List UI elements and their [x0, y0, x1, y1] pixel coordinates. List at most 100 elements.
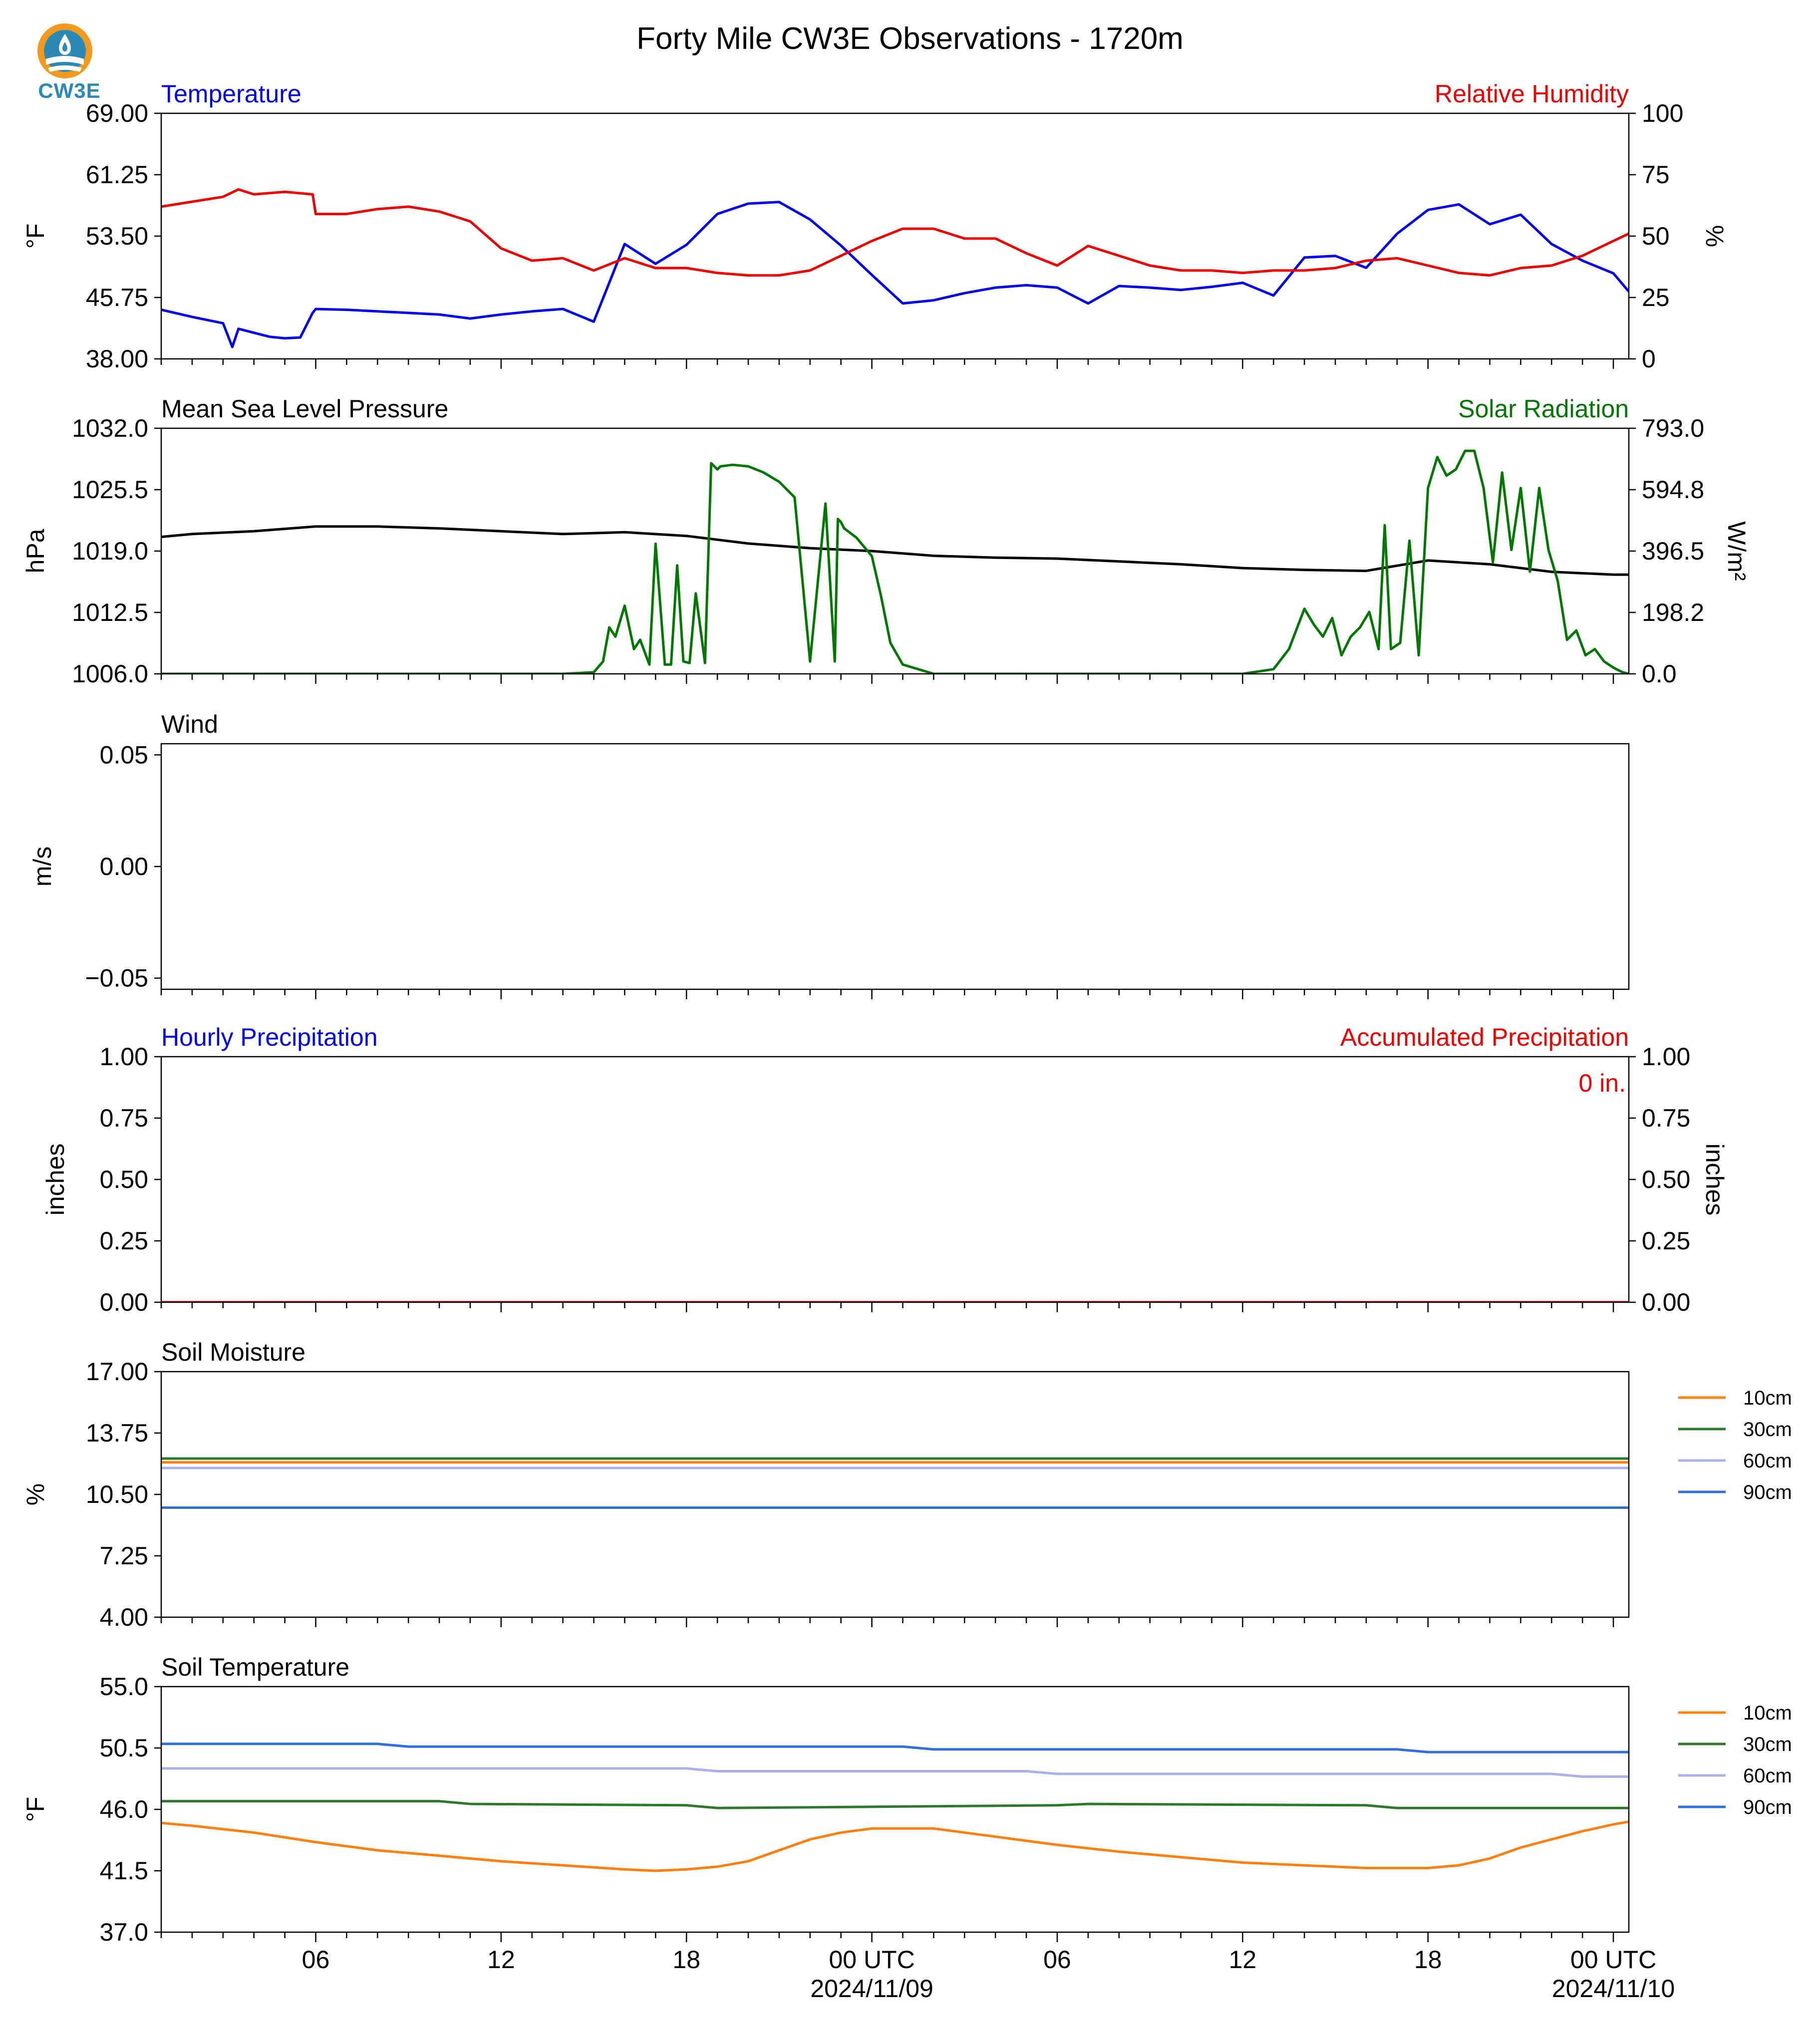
- y-tick-label-right: 594.8: [1642, 476, 1704, 504]
- y-tick-label-right: 0.75: [1642, 1104, 1690, 1132]
- y-tick-label-left: 69.00: [86, 99, 148, 127]
- y-tick-label-left: 53.50: [86, 222, 148, 250]
- y-axis-label-left: °F: [21, 1797, 49, 1822]
- y-tick-label-left: 7.25: [100, 1542, 148, 1570]
- y-axis-label-left: hPa: [21, 529, 49, 573]
- y-tick-label-right: 50: [1642, 222, 1670, 250]
- y-tick-label-left: 38.00: [86, 345, 148, 373]
- water-drop-globe-icon: [37, 23, 92, 78]
- series-line-temperature: [161, 201, 1629, 348]
- y-tick-label-left: 55.0: [100, 1673, 148, 1701]
- accumulated-annotation: 0 in.: [1578, 1069, 1626, 1097]
- y-tick-label-left: 61.25: [86, 161, 148, 189]
- x-tick-label: 12: [487, 1946, 515, 1974]
- y-tick-label-right: 793.0: [1642, 414, 1704, 442]
- y-tick-label-left: 0.25: [100, 1227, 148, 1255]
- y-tick-label-left: 17.00: [86, 1358, 148, 1386]
- plot-frame: [160, 427, 1630, 675]
- figure-title: Forty Mile CW3E Observations - 1720m: [636, 21, 1184, 56]
- y-tick-label-left: 0.75: [100, 1104, 148, 1132]
- y-tick-label-right: 0.00: [1642, 1288, 1690, 1316]
- panel-title-left: Soil Temperature: [161, 1653, 349, 1681]
- plot-frame: [160, 743, 1630, 990]
- panel-temperature_rh: Temperature Relative Humidity 69.00 61.25 53…: [21, 80, 1729, 373]
- panel-pressure_solar: Mean Sea Level Pressure Solar Radiation 10…: [21, 395, 1751, 688]
- legend-label: 10cm: [1743, 1702, 1792, 1724]
- y-tick-label-left: 46.0: [100, 1795, 148, 1823]
- y-axis-label-right: %: [1701, 225, 1729, 247]
- x-date-label: 2024/11/09: [810, 1975, 933, 2003]
- legend-label: 90cm: [1743, 1796, 1792, 1818]
- panel-title-right: Accumulated Precipitation: [1340, 1023, 1629, 1051]
- y-tick-label-left: 0.00: [100, 1288, 148, 1316]
- logo-text: CW3E: [38, 79, 101, 102]
- x-tick-label: 18: [672, 1946, 700, 1974]
- y-tick-label-left: 50.5: [100, 1734, 148, 1762]
- y-tick-label-right: 25: [1642, 284, 1670, 311]
- panel-title-left: Wind: [161, 710, 218, 738]
- y-tick-label-left: −0.05: [85, 964, 148, 992]
- x-tick-label: 06: [302, 1946, 330, 1974]
- y-tick-label-left: 1.00: [100, 1043, 148, 1071]
- legend-label: 60cm: [1743, 1450, 1792, 1472]
- y-axis-label-left: inches: [41, 1144, 69, 1216]
- y-tick-label-left: 1032.0: [72, 414, 148, 442]
- series-group: [161, 1742, 1629, 1872]
- y-tick-label-left: 0.00: [100, 853, 148, 880]
- plot-frame: [160, 1686, 1630, 1933]
- series-group: [161, 449, 1629, 674]
- panel-soil_moisture: Soil Moisture 17.00 13.75 10.50 7.25 4.00% 10c…: [21, 1338, 1792, 1631]
- cw3e-logo: [30, 20, 105, 105]
- panel-title-left: Soil Moisture: [161, 1338, 305, 1366]
- y-tick-label-left: 37.0: [100, 1918, 148, 1946]
- y-axis-label-left: °F: [21, 224, 49, 249]
- panels: Temperature Relative Humidity 69.00 61.25 53…: [21, 80, 1792, 2003]
- y-tick-label-left: 0.05: [100, 741, 148, 769]
- x-date-label: 2024/11/10: [1552, 1975, 1675, 2003]
- series-line-90cm: [161, 1742, 1629, 1753]
- legend-label: 30cm: [1743, 1419, 1792, 1441]
- panel-title-right: Relative Humidity: [1435, 80, 1629, 108]
- y-tick-label-left: 1019.0: [72, 537, 148, 565]
- plot-frame: [160, 1371, 1630, 1618]
- y-tick-label-left: 41.5: [100, 1857, 148, 1885]
- plot-frame: [160, 112, 1630, 360]
- y-tick-label-right: 0.25: [1642, 1227, 1690, 1255]
- series-line-10cm: [161, 1820, 1629, 1872]
- y-axis-label-right: W/m²: [1723, 521, 1751, 580]
- y-axis-label-left: m/s: [28, 847, 56, 887]
- panel-title-left: Hourly Precipitation: [161, 1023, 378, 1051]
- y-tick-label-left: 1025.5: [72, 476, 148, 504]
- x-tick-label: 12: [1229, 1946, 1257, 1974]
- series-line-60cm: [161, 1767, 1629, 1778]
- x-tick-label: 18: [1414, 1946, 1442, 1974]
- y-tick-label-left: 4.00: [100, 1603, 148, 1631]
- y-tick-label-left: 1006.0: [72, 660, 148, 688]
- panel-soil_temperature: Soil Temperature 55.0 50.5 46.0 41.5 37.0 °F 10…: [21, 1653, 1792, 1946]
- y-tick-label-left: 0.50: [100, 1165, 148, 1193]
- y-axis-label-right: inches: [1701, 1144, 1729, 1216]
- legend-label: 10cm: [1743, 1387, 1792, 1409]
- y-tick-label-left: 13.75: [86, 1419, 148, 1447]
- panel-wind: Wind 0.05 0.00 −0.05 m/s: [28, 710, 1630, 999]
- y-tick-label-right: 0.50: [1642, 1165, 1690, 1193]
- panel-precipitation: Hourly Precipitation Accumulated Precipit…: [41, 1023, 1729, 1316]
- y-axis-label-left: %: [21, 1483, 49, 1505]
- series-group: [161, 188, 1629, 348]
- y-tick-label-right: 0.0: [1642, 660, 1677, 688]
- series-line-mean-sea-level-pressure: [161, 525, 1629, 576]
- series-group: [161, 1457, 1629, 1509]
- panel-title-right: Solar Radiation: [1458, 395, 1629, 423]
- x-tick-label: 00 UTC: [1570, 1946, 1656, 1974]
- legend-label: 90cm: [1743, 1481, 1792, 1503]
- plot-frame: [160, 1056, 1630, 1303]
- y-tick-label-right: 396.5: [1642, 537, 1704, 565]
- x-tick-label: 06: [1043, 1946, 1071, 1974]
- y-tick-label-right: 1.00: [1642, 1043, 1690, 1071]
- y-tick-label-right: 75: [1642, 161, 1670, 189]
- series-line-solar-radiation: [161, 449, 1629, 674]
- series-line-relative-humidity: [161, 188, 1629, 277]
- y-tick-label-right: 198.2: [1642, 598, 1704, 626]
- y-tick-label-right: 100: [1642, 99, 1683, 127]
